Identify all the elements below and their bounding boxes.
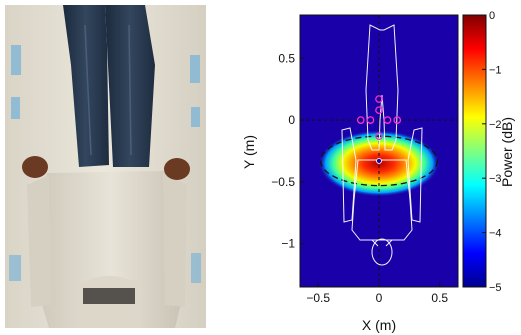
body-outline-arm bbox=[341, 127, 357, 223]
colorbar-tick-label: 0 bbox=[489, 10, 495, 22]
colorbar-label: Power (dB) bbox=[499, 117, 515, 187]
sensor-markers bbox=[356, 95, 402, 141]
x-tick-label: −0.5 bbox=[306, 291, 330, 305]
x-axis-ticks: −0.5 0 0.5 bbox=[306, 283, 448, 305]
heatmap-chart: −0.5 0 0.5 0.5 0 −0.5 −1 X (m) Y (m) 0 −1 −2 −3 −… bbox=[232, 0, 521, 335]
y-axis-ticks: 0.5 0 −0.5 −1 bbox=[271, 51, 304, 251]
x-tick-label: 0.5 bbox=[431, 291, 448, 305]
tape-mark bbox=[190, 55, 200, 83]
y-tick-label: 0 bbox=[288, 113, 295, 127]
y-axis-title: Y (m) bbox=[241, 135, 257, 169]
y-tick-label: −0.5 bbox=[271, 175, 295, 189]
tape-mark bbox=[11, 45, 21, 75]
sensor-marker bbox=[383, 116, 392, 124]
sensor-marker bbox=[375, 132, 383, 141]
tape-mark bbox=[191, 107, 200, 127]
estimated-point bbox=[376, 157, 382, 164]
hand bbox=[22, 156, 48, 178]
body-outline-head bbox=[371, 238, 393, 266]
colorbar-tick-label: −1 bbox=[489, 64, 502, 76]
hoodie-sleeve bbox=[163, 173, 187, 307]
tape-mark bbox=[9, 255, 21, 281]
tape-mark bbox=[11, 97, 20, 119]
estimated-point-marker bbox=[376, 157, 382, 164]
y-tick-label: −1 bbox=[281, 237, 295, 251]
subject-photo bbox=[5, 5, 206, 328]
jeans-seam bbox=[84, 24, 92, 156]
tape-mark bbox=[191, 253, 201, 283]
y-tick-label: 0.5 bbox=[278, 51, 295, 65]
hoodie-sleeve bbox=[27, 175, 51, 307]
colorbar-tick-label: −4 bbox=[489, 228, 502, 240]
sensor-marker bbox=[375, 95, 383, 103]
body-outline-neck bbox=[371, 239, 393, 247]
body-outline-torso bbox=[351, 159, 413, 241]
sensor-marker bbox=[366, 116, 375, 124]
body-outline-legs bbox=[365, 24, 399, 151]
colorbar-tick-label: −3 bbox=[489, 173, 502, 185]
colorbar-tick-label: −2 bbox=[489, 119, 502, 131]
x-tick-label: 0 bbox=[376, 291, 383, 305]
jeans bbox=[63, 5, 109, 167]
hand bbox=[164, 158, 190, 180]
sensor-marker bbox=[393, 116, 402, 124]
jeans-seam bbox=[128, 24, 132, 156]
logo-patch bbox=[83, 288, 135, 304]
colorbar-tick-label: −5 bbox=[489, 282, 502, 294]
colorbar-ticks: 0 −1 −2 −3 −4 −5 bbox=[482, 10, 502, 294]
hoodie bbox=[39, 171, 183, 328]
sensor-marker bbox=[375, 106, 383, 115]
body-outline-arm bbox=[407, 127, 423, 223]
body-outline bbox=[341, 24, 423, 266]
sensor-marker bbox=[356, 116, 365, 124]
colorbar bbox=[462, 14, 487, 288]
x-axis-title: X (m) bbox=[362, 317, 396, 333]
